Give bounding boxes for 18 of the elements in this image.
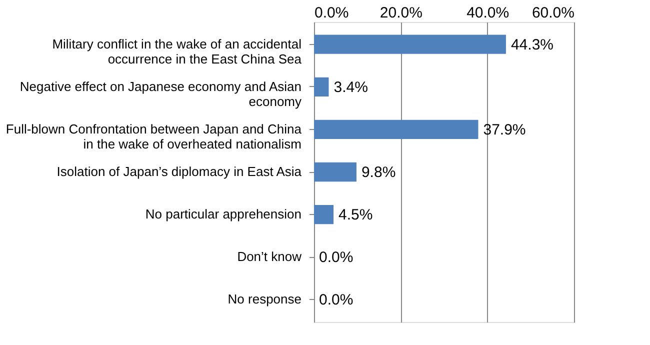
- x-tick-label: 0.0%: [314, 4, 349, 22]
- y-tick-label: Isolation of Japan’s diplomacy in East Asia: [56, 164, 302, 179]
- data-label: 44.3%: [510, 36, 554, 54]
- x-tick-label: 20.0%: [380, 4, 422, 22]
- y-tick-label: Full-blown Confrontation between Japan and China in the wake of overheated nationalism: [6, 121, 302, 152]
- x-tick-label: 60.0%: [532, 4, 574, 22]
- y-tick-label: No particular apprehension: [145, 206, 302, 222]
- y-tick-label: Don’t know: [237, 249, 302, 264]
- x-tick-label: 40.0%: [466, 4, 510, 22]
- data-label: 4.5%: [338, 206, 373, 224]
- data-label: 0.0%: [319, 292, 354, 309]
- data-label: 3.4%: [334, 78, 368, 96]
- y-tick-label: No response: [228, 292, 302, 307]
- data-label: 0.0%: [319, 249, 354, 266]
- data-label: 9.8%: [361, 164, 396, 181]
- y-tick-label: Negative effect on Japanese economy and Asian economy: [20, 78, 302, 109]
- y-tick-label: Military conflict in the wake of an accidental occurrence in the East China Sea: [52, 36, 302, 66]
- data-label: 37.9%: [483, 121, 526, 138]
